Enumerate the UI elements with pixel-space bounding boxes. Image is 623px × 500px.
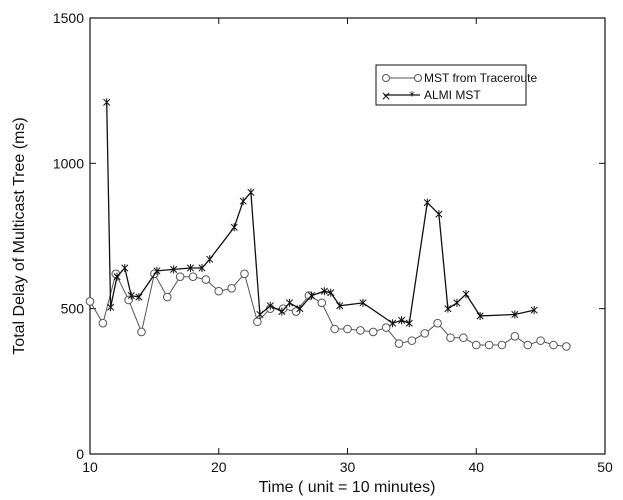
- data-point-almi-mst: [170, 265, 178, 274]
- data-point-mst-from-traceroute: [98, 318, 108, 328]
- data-point-almi-mst: [153, 266, 161, 275]
- data-point-mst-from-traceroute: [356, 326, 365, 335]
- data-point-almi-mst: [530, 306, 538, 315]
- data-point-mst-from-traceroute: [188, 272, 198, 281]
- data-point-mst-from-traceroute: [330, 324, 339, 334]
- data-point-almi-mst: [103, 98, 111, 107]
- data-point-mst-from-traceroute: [394, 339, 404, 348]
- data-point-almi-mst: [453, 298, 461, 307]
- x-tick-label: 10: [82, 459, 98, 475]
- data-point-mst-from-traceroute: [523, 340, 533, 350]
- x-tick-label: 30: [340, 459, 356, 475]
- data-point-mst-from-traceroute: [201, 275, 211, 284]
- data-point-almi-mst: [239, 197, 247, 206]
- data-point-almi-mst: [256, 310, 264, 319]
- y-tick-label: 500: [61, 301, 85, 317]
- legend-marker-mst-traceroute-end: [414, 74, 422, 82]
- data-point-mst-from-traceroute: [368, 327, 378, 337]
- data-point-mst-from-traceroute: [433, 318, 442, 328]
- data-point-almi-mst: [113, 272, 121, 281]
- data-point-mst-from-traceroute: [317, 298, 327, 308]
- data-point-almi-mst: [266, 301, 274, 310]
- data-point-almi-mst: [135, 293, 143, 302]
- data-point-almi-mst: [296, 304, 304, 313]
- data-point-mst-from-traceroute: [240, 269, 249, 279]
- data-point-mst-from-traceroute: [253, 317, 262, 327]
- data-point-mst-from-traceroute: [536, 336, 545, 345]
- data-point-almi-mst: [423, 198, 431, 207]
- legend-marker-almi-mst: *: [409, 89, 415, 103]
- data-point-almi-mst: [405, 319, 413, 328]
- data-point-almi-mst: [359, 298, 367, 307]
- data-point-almi-mst: [307, 291, 316, 300]
- data-point-mst-from-traceroute: [549, 340, 558, 350]
- data-point-mst-from-traceroute: [291, 307, 301, 316]
- legend-label-almi-mst: ALMI MST: [424, 88, 481, 102]
- x-tick-label: 40: [468, 459, 484, 475]
- data-point-mst-from-traceroute: [471, 340, 481, 350]
- x-axis-label: Time ( unit = 10 minutes): [259, 479, 436, 496]
- series-group: [85, 98, 571, 351]
- data-point-almi-mst: [398, 316, 406, 325]
- data-point-almi-mst: [320, 287, 328, 296]
- data-point-almi-mst: [107, 303, 115, 312]
- data-point-mst-from-traceroute: [214, 286, 224, 296]
- data-point-almi-mst: [247, 188, 255, 197]
- data-point-mst-from-traceroute: [446, 333, 455, 343]
- x-tick-label: 50: [597, 459, 613, 475]
- data-point-almi-mst: [198, 263, 206, 272]
- data-point-almi-mst: [327, 288, 335, 297]
- data-point-mst-from-traceroute: [510, 331, 520, 341]
- data-point-almi-mst: [444, 304, 452, 313]
- data-point-mst-from-traceroute: [162, 292, 172, 302]
- data-point-mst-from-traceroute: [459, 333, 468, 343]
- x-tick-label: 20: [211, 459, 227, 475]
- data-point-mst-from-traceroute: [484, 340, 494, 350]
- legend-label-mst-traceroute: MST from Traceroute: [424, 71, 537, 85]
- data-point-mst-from-traceroute: [562, 342, 571, 351]
- data-point-mst-from-traceroute: [137, 327, 146, 337]
- data-point-mst-from-traceroute: [497, 340, 507, 350]
- data-point-almi-mst: [286, 298, 294, 307]
- data-point-mst-from-traceroute: [124, 295, 133, 305]
- data-point-almi-mst: [462, 290, 470, 299]
- data-point-mst-from-traceroute: [420, 329, 430, 338]
- data-point-almi-mst: [435, 210, 443, 219]
- data-point-mst-from-traceroute: [85, 297, 95, 306]
- data-point-mst-from-traceroute: [343, 324, 352, 334]
- data-point-mst-from-traceroute: [407, 336, 417, 345]
- legend: MST from Traceroute * × ALMI MST: [375, 64, 537, 106]
- data-point-almi-mst: [476, 311, 484, 320]
- data-point-almi-mst: [230, 223, 238, 232]
- data-point-almi-mst: [206, 255, 214, 264]
- legend-marker-mst-traceroute: [382, 74, 390, 82]
- y-axis-label: Total Delay of Multicast Tree (ms): [11, 117, 28, 354]
- data-point-mst-from-traceroute: [227, 284, 236, 293]
- data-point-almi-mst: [511, 310, 519, 319]
- data-point-almi-mst: [186, 263, 194, 272]
- data-point-mst-from-traceroute: [381, 323, 391, 332]
- y-tick-label: 1500: [53, 10, 84, 26]
- data-point-almi-mst: [127, 291, 135, 300]
- y-tick-label: 0: [76, 446, 84, 462]
- legend-marker-almi-mst-start: ×: [381, 89, 391, 103]
- data-point-almi-mst: [336, 301, 344, 310]
- data-point-almi-mst: [121, 263, 129, 272]
- data-point-mst-from-traceroute: [175, 272, 185, 281]
- y-tick-label: 1000: [53, 155, 84, 171]
- data-point-mst-from-traceroute: [111, 269, 121, 279]
- legend-box: [375, 64, 527, 106]
- data-point-almi-mst: [278, 307, 286, 316]
- data-point-almi-mst: [389, 319, 397, 328]
